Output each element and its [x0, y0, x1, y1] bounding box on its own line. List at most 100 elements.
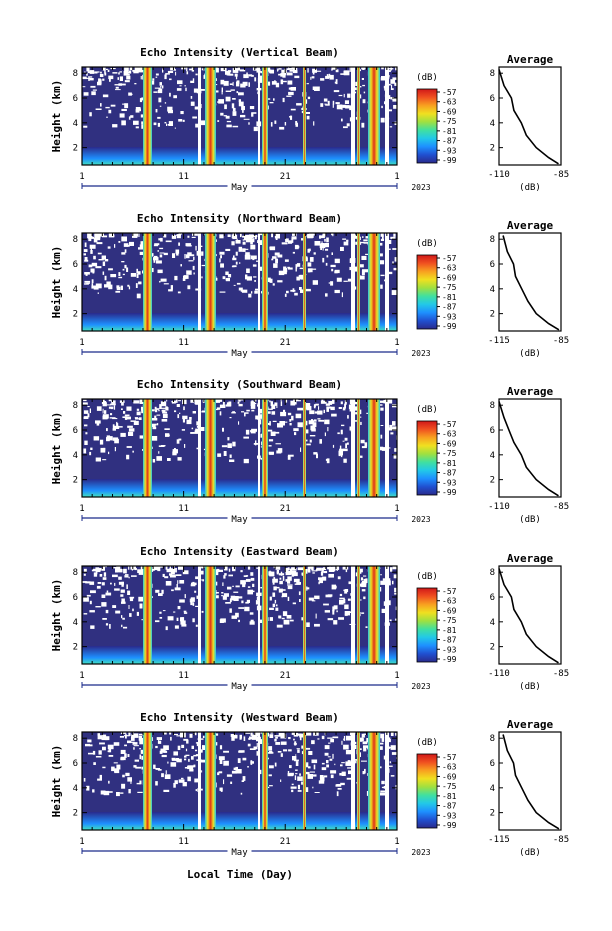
- missing-cell: [274, 80, 276, 82]
- missing-cell: [281, 617, 285, 620]
- missing-cell: [115, 89, 121, 91]
- missing-cell: [289, 765, 292, 769]
- missing-cell: [114, 438, 119, 444]
- missing-cell: [178, 400, 181, 402]
- missing-cell: [305, 732, 312, 736]
- missing-cell: [151, 436, 158, 441]
- profile-x-label: (dB): [519, 515, 541, 525]
- missing-cell: [393, 267, 398, 271]
- heatmap-echo-band: [205, 233, 216, 331]
- missing-cell: [106, 281, 111, 285]
- missing-cell: [155, 109, 158, 113]
- missing-cell: [363, 733, 367, 735]
- missing-cell: [87, 406, 90, 408]
- missing-cell: [109, 624, 111, 629]
- missing-cell: [359, 599, 362, 601]
- missing-cell: [139, 733, 144, 736]
- missing-cell: [341, 762, 345, 764]
- missing-cell: [191, 756, 194, 760]
- missing-cell: [291, 789, 294, 793]
- missing-cell: [95, 569, 98, 575]
- missing-cell: [270, 401, 273, 406]
- missing-cell: [312, 786, 314, 789]
- y-tick-label: 4: [73, 784, 78, 794]
- missing-cell: [247, 743, 251, 747]
- profile-x-tick-label: -115: [488, 835, 510, 845]
- missing-cell: [123, 735, 130, 737]
- heatmap-data-gap: [258, 67, 260, 165]
- missing-cell: [339, 773, 342, 776]
- missing-cell: [221, 90, 223, 95]
- x-tick-label: 11: [178, 504, 189, 514]
- missing-cell: [108, 406, 114, 409]
- missing-cell: [131, 734, 134, 738]
- missing-cell: [321, 735, 325, 740]
- missing-cell: [89, 451, 92, 456]
- missing-cell: [240, 792, 243, 795]
- missing-cell: [116, 568, 123, 573]
- missing-cell: [132, 733, 139, 738]
- missing-cell: [124, 416, 128, 420]
- missing-cell: [337, 432, 340, 435]
- missing-cell: [163, 745, 169, 750]
- missing-cell: [166, 399, 168, 402]
- missing-cell: [118, 576, 122, 580]
- missing-cell: [237, 596, 243, 599]
- missing-cell: [281, 72, 287, 76]
- missing-cell: [345, 443, 347, 449]
- missing-cell: [139, 108, 141, 112]
- missing-cell: [390, 79, 395, 84]
- missing-cell: [127, 72, 131, 74]
- missing-cell: [89, 408, 91, 413]
- missing-cell: [338, 94, 343, 97]
- missing-cell: [342, 407, 346, 411]
- missing-cell: [158, 593, 163, 596]
- missing-cell: [362, 67, 365, 70]
- missing-cell: [129, 241, 134, 246]
- missing-cell: [224, 566, 228, 571]
- missing-cell: [306, 115, 310, 120]
- missing-cell: [187, 252, 192, 256]
- missing-cell: [252, 67, 255, 71]
- missing-cell: [83, 399, 87, 402]
- missing-cell: [219, 291, 226, 293]
- missing-cell: [214, 90, 219, 93]
- missing-cell: [361, 589, 366, 592]
- missing-cell: [332, 610, 335, 615]
- missing-cell: [347, 760, 351, 763]
- missing-cell: [162, 68, 164, 73]
- missing-cell: [169, 78, 172, 81]
- missing-cell: [339, 593, 343, 597]
- missing-cell: [277, 254, 283, 258]
- x-tick-label: 1: [394, 504, 399, 514]
- missing-cell: [221, 595, 223, 597]
- missing-cell: [187, 776, 191, 782]
- missing-cell: [324, 103, 327, 105]
- missing-cell: [134, 83, 137, 85]
- missing-cell: [102, 415, 108, 420]
- missing-cell: [189, 417, 192, 420]
- missing-cell: [275, 566, 281, 570]
- missing-cell: [190, 80, 194, 83]
- missing-cell: [108, 109, 112, 114]
- missing-cell: [327, 100, 330, 105]
- heatmap-echo-band: [357, 566, 360, 664]
- missing-cell: [186, 67, 188, 72]
- missing-cell: [109, 417, 116, 419]
- heatmap-data-gap: [198, 566, 201, 664]
- missing-cell: [178, 119, 183, 122]
- missing-cell: [256, 743, 258, 747]
- missing-cell: [249, 736, 254, 740]
- missing-cell: [157, 250, 159, 252]
- missing-cell: [103, 401, 107, 404]
- missing-cell: [232, 411, 235, 414]
- missing-cell: [386, 271, 393, 275]
- missing-cell: [193, 272, 195, 275]
- missing-cell: [193, 754, 198, 757]
- missing-cell: [230, 89, 235, 91]
- missing-cell: [156, 408, 160, 410]
- missing-cell: [233, 591, 239, 593]
- missing-cell: [343, 599, 346, 604]
- missing-cell: [347, 93, 351, 98]
- missing-cell: [309, 439, 312, 443]
